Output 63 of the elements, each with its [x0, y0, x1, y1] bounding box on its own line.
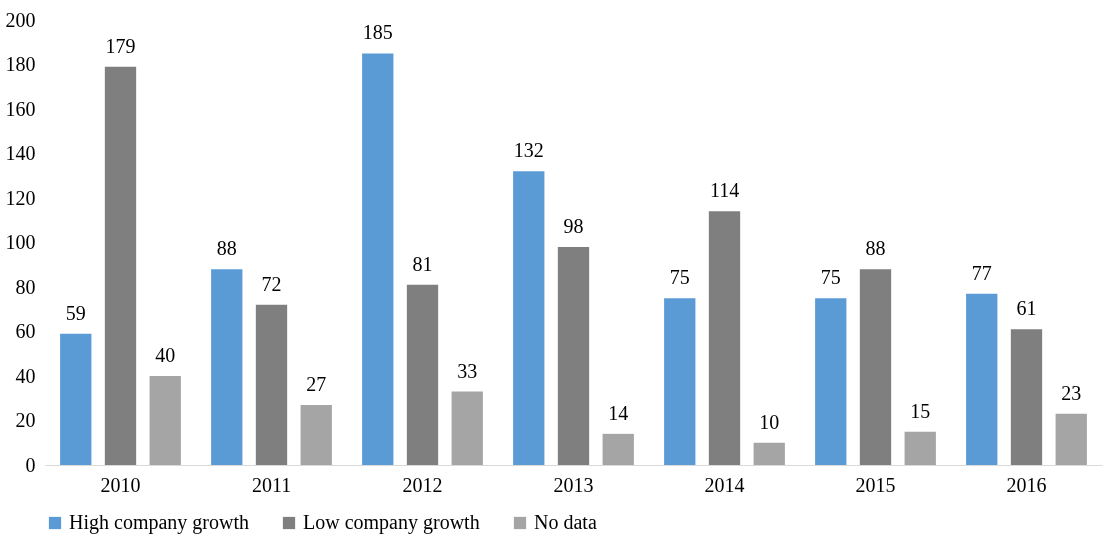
data-label: 15	[910, 399, 931, 422]
y-tick-label: 200	[5, 8, 36, 31]
data-label: 23	[1061, 381, 1082, 404]
x-tick-label: 2013	[553, 473, 594, 496]
x-tick-label: 2015	[855, 473, 896, 496]
legend-label: Low company growth	[303, 511, 480, 534]
legend-label: No data	[534, 511, 597, 533]
bar	[451, 391, 483, 465]
y-tick-label: 60	[15, 320, 36, 342]
bar	[149, 376, 181, 465]
data-label: 72	[261, 272, 282, 295]
bar	[904, 431, 936, 465]
y-tick-label: 140	[5, 142, 36, 164]
data-label: 98	[563, 214, 584, 237]
data-label: 59	[65, 301, 86, 324]
x-tick-label: 2010	[100, 473, 141, 496]
data-label: 27	[306, 372, 327, 395]
data-label: 185	[362, 21, 393, 44]
data-label: 10	[759, 410, 780, 433]
data-label: 88	[865, 237, 886, 260]
bar	[406, 284, 439, 465]
bar	[1010, 329, 1043, 465]
data-label: 75	[820, 266, 841, 289]
data-label: 33	[457, 359, 478, 382]
data-label: 179	[105, 34, 136, 57]
data-label: 81	[412, 252, 433, 275]
data-label: 75	[669, 266, 690, 289]
y-tick-label: 40	[15, 364, 36, 387]
bar	[211, 269, 243, 465]
bar	[664, 298, 696, 465]
x-tick-label: 2014	[704, 473, 745, 496]
y-tick-label: 0	[25, 453, 36, 476]
data-label: 40	[155, 344, 176, 366]
bar	[60, 333, 92, 465]
data-label: 132	[513, 139, 544, 162]
bar	[815, 298, 847, 465]
bar	[255, 304, 288, 465]
bar	[513, 171, 545, 465]
bar	[300, 404, 332, 465]
bar	[104, 66, 137, 465]
x-tick-label: 2012	[402, 473, 443, 496]
data-label: 14	[608, 401, 629, 424]
y-tick-label: 180	[5, 53, 36, 75]
bar	[753, 442, 785, 465]
y-tick-label: 20	[15, 409, 36, 431]
legend-label: High company growth	[69, 511, 249, 534]
bar	[602, 433, 634, 465]
y-tick-label: 100	[5, 231, 36, 253]
bar	[708, 211, 741, 465]
data-label: 77	[971, 261, 992, 284]
data-label: 88	[216, 237, 237, 260]
y-tick-label: 160	[5, 97, 36, 120]
bar	[966, 293, 998, 465]
bar	[557, 246, 590, 465]
x-tick-label: 2011	[251, 473, 292, 496]
bar	[362, 53, 394, 465]
y-tick-label: 80	[15, 275, 36, 298]
y-tick-label: 120	[5, 186, 36, 209]
data-label: 61	[1016, 297, 1037, 320]
bar	[1055, 413, 1087, 465]
bar	[859, 269, 892, 465]
x-tick-label: 2016	[1006, 473, 1047, 496]
data-label: 114	[709, 179, 740, 202]
